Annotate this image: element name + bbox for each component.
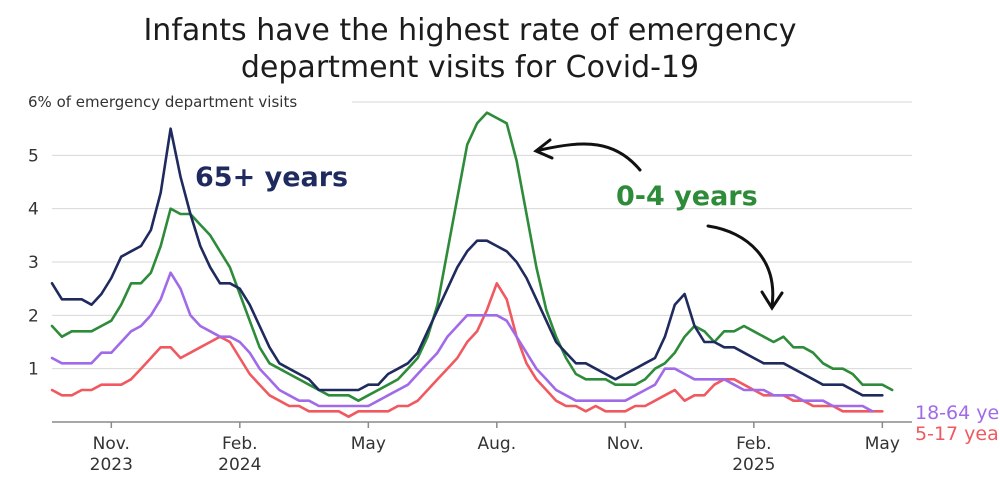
chart-title-line-2: department visits for Covid-19 [240, 50, 700, 85]
x-tick-label-year: 2025 [732, 455, 775, 475]
x-tick-label: May [351, 434, 386, 454]
arrow-curve-0-4-peak [538, 142, 642, 172]
series-line-age-65plus [50, 127, 884, 397]
series-line-age-0-4 [50, 111, 894, 402]
annotation-age-0-4: 0-4 years [616, 181, 758, 212]
x-tick-label: Feb. [222, 434, 258, 454]
chart-title-line-1: Infants have the highest rate of emergen… [143, 13, 797, 48]
chart-title: Infants have the highest rate of emergen… [0, 12, 940, 86]
x-tick-label: Feb. [736, 434, 772, 454]
end-label-age-5-17: 5-17 yea [915, 423, 999, 445]
y-tick-label: 1 [28, 360, 39, 380]
x-tick-label-year: 2024 [218, 455, 261, 475]
arrow-curve-0-4-winter [706, 224, 775, 308]
y-tick-label: 3 [28, 253, 39, 273]
y-tick-label: 5 [28, 146, 39, 166]
annotation-age-65plus: 65+ years [195, 162, 348, 193]
y-tick-label: 4 [28, 200, 39, 220]
x-tick-label: May [865, 434, 900, 454]
x-tick-label-year: 2023 [90, 455, 133, 475]
series-line-age-5-17 [50, 282, 884, 418]
y-tick-label: 2 [28, 306, 39, 326]
arrowhead-0-4-peak [533, 138, 554, 160]
x-tick-label: Nov. [93, 434, 130, 454]
x-tick-label: Nov. [607, 434, 644, 454]
y-axis-unit-label: 6% of emergency department visits [28, 93, 297, 111]
arrowhead-0-4-winter [760, 290, 784, 311]
x-tick-label: Aug. [478, 434, 517, 454]
series-line-age-18-64 [50, 271, 874, 413]
end-label-age-18-64: 18-64 ye [915, 402, 999, 424]
